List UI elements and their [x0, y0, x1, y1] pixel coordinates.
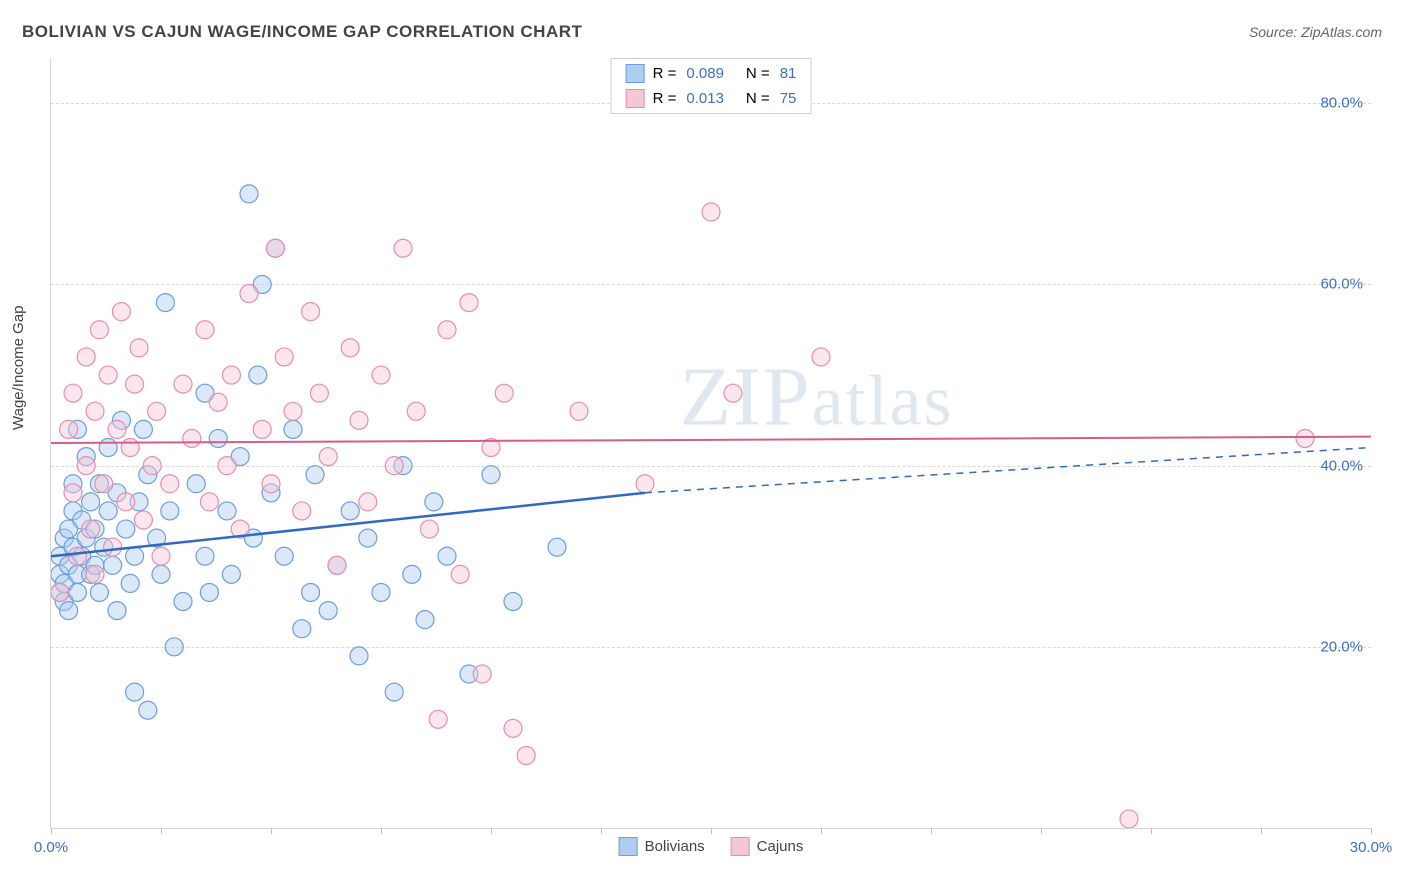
legend-row: R = 0.089 N = 81	[612, 61, 811, 86]
legend-series: Bolivians Cajuns	[619, 837, 804, 856]
legend-row: R = 0.013 N = 75	[612, 86, 811, 111]
legend-entry: Cajuns	[731, 837, 804, 856]
legend-label: Bolivians	[645, 838, 705, 855]
n-value: 81	[780, 65, 797, 82]
r-value: 0.089	[686, 65, 724, 82]
swatch-icon	[626, 64, 645, 83]
chart-container: BOLIVIAN VS CAJUN WAGE/INCOME GAP CORREL…	[0, 0, 1406, 892]
r-label: R =	[653, 90, 677, 107]
source-attribution: Source: ZipAtlas.com	[1249, 24, 1382, 40]
swatch-icon	[626, 89, 645, 108]
scatter-svg	[51, 58, 1371, 828]
chart-title: BOLIVIAN VS CAJUN WAGE/INCOME GAP CORREL…	[22, 22, 582, 42]
swatch-icon	[731, 837, 750, 856]
legend-entry: Bolivians	[619, 837, 705, 856]
legend-label: Cajuns	[757, 838, 804, 855]
r-value: 0.013	[686, 90, 724, 107]
swatch-icon	[619, 837, 638, 856]
n-label: N =	[746, 65, 770, 82]
n-label: N =	[746, 90, 770, 107]
legend-correlation-box: R = 0.089 N = 81 R = 0.013 N = 75	[611, 58, 812, 114]
n-value: 75	[780, 90, 797, 107]
plot-area: ZIPatlas 20.0%40.0%60.0%80.0% 0.0%30.0% …	[50, 58, 1371, 829]
r-label: R =	[653, 65, 677, 82]
y-axis-label: Wage/Income Gap	[10, 305, 27, 430]
